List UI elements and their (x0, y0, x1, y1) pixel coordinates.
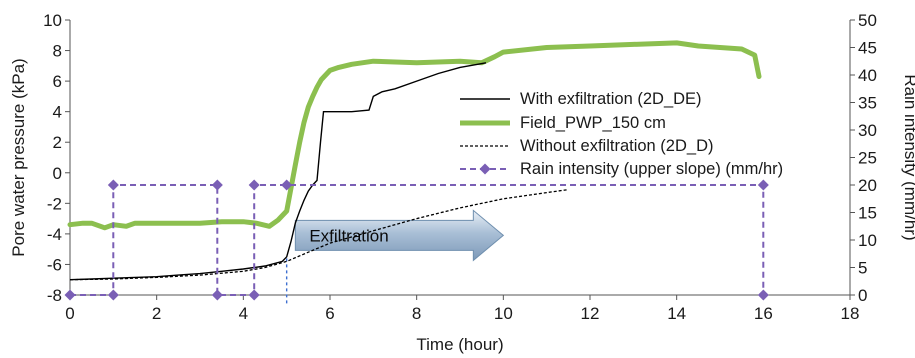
rain-intensity-marker (281, 179, 293, 191)
x-tick-label: 12 (581, 304, 600, 323)
series-layer (64, 40, 769, 301)
y2-tick-label: 0 (858, 286, 867, 305)
y2-tick-label: 20 (858, 176, 877, 195)
x-tick-label: 18 (841, 304, 860, 323)
exfiltration-label: Exfiltration (309, 226, 388, 245)
rain-intensity-marker (107, 289, 119, 301)
rain-intensity-marker (248, 289, 260, 301)
legend: With exfiltration (2D_DE) Field_PWP_150 c… (460, 90, 783, 178)
x-tick-label: 16 (754, 304, 773, 323)
x-tick-label: 2 (152, 304, 161, 323)
series-rain-intensity-line (70, 184, 765, 296)
y2-tick-label: 25 (858, 149, 877, 168)
legend-label-rain-intensity: Rain intensity (upper slope) (mm/hr) (520, 160, 783, 178)
axes: 0 2 4 6 8 10 12 14 16 18 -8 -6 -4 -2 0 2 4 6 8 10 0 5 10 15 20 25… (43, 11, 877, 323)
y-tick-label: 10 (43, 11, 62, 30)
y2-tick-label: 30 (858, 121, 877, 140)
annotation-layer: Exfiltration (285, 209, 505, 305)
rain-intensity-marker (211, 179, 223, 191)
y2-tick-label: 35 (858, 94, 877, 113)
series-field-pwp-line (67, 40, 762, 231)
x-tick-label: 6 (325, 304, 334, 323)
y2-tick-label: 40 (858, 66, 877, 85)
rain-intensity-marker (757, 179, 769, 191)
legend-label-without-exfiltration: Without exfiltration (2D_D) (520, 137, 713, 155)
legend-label-field-pwp: Field_PWP_150 cm (520, 114, 666, 132)
rain-intensity-marker (211, 289, 223, 301)
series-without-exfiltration-line (69, 188, 569, 281)
x-axis-title: Time (hour) (416, 335, 503, 354)
y-tick-label: -2 (47, 194, 62, 213)
y-tick-label: -4 (47, 225, 62, 244)
exfiltration-arrow (294, 209, 505, 262)
y2-tick-label: 15 (858, 204, 877, 223)
y-tick-label: 8 (53, 42, 62, 61)
legend-label-with-exfiltration: With exfiltration (2D_DE) (520, 90, 702, 108)
y2-tick-label: 45 (858, 39, 877, 58)
y-tick-label: 0 (53, 164, 62, 183)
y-tick-label: 2 (53, 133, 62, 152)
y2-tick-label: 50 (858, 11, 877, 30)
y2-tick-label: 10 (858, 231, 877, 250)
legend-marker-rain-intensity (479, 163, 491, 175)
x-tick-label: 8 (412, 304, 421, 323)
series-with-exfiltration-line (69, 62, 487, 281)
rain-intensity-marker (107, 179, 119, 191)
y-tick-label: -6 (47, 255, 62, 274)
y-axis-title: Pore water pressure (kPa) (9, 58, 28, 256)
rain-intensity-marker (248, 179, 260, 191)
y2-axis-title: Rain intensity (mm/hr) (901, 74, 915, 240)
x-tick-label: 4 (239, 304, 248, 323)
x-tick-label: 10 (494, 304, 513, 323)
y-tick-label: -8 (47, 286, 62, 305)
rain-intensity-marker (64, 289, 76, 301)
x-tick-label: 14 (667, 304, 686, 323)
x-tick-label: 0 (65, 304, 74, 323)
y-tick-label: 4 (53, 103, 62, 122)
rain-intensity-marker (757, 289, 769, 301)
y2-tick-label: 5 (858, 259, 867, 278)
y-tick-label: 6 (53, 72, 62, 91)
